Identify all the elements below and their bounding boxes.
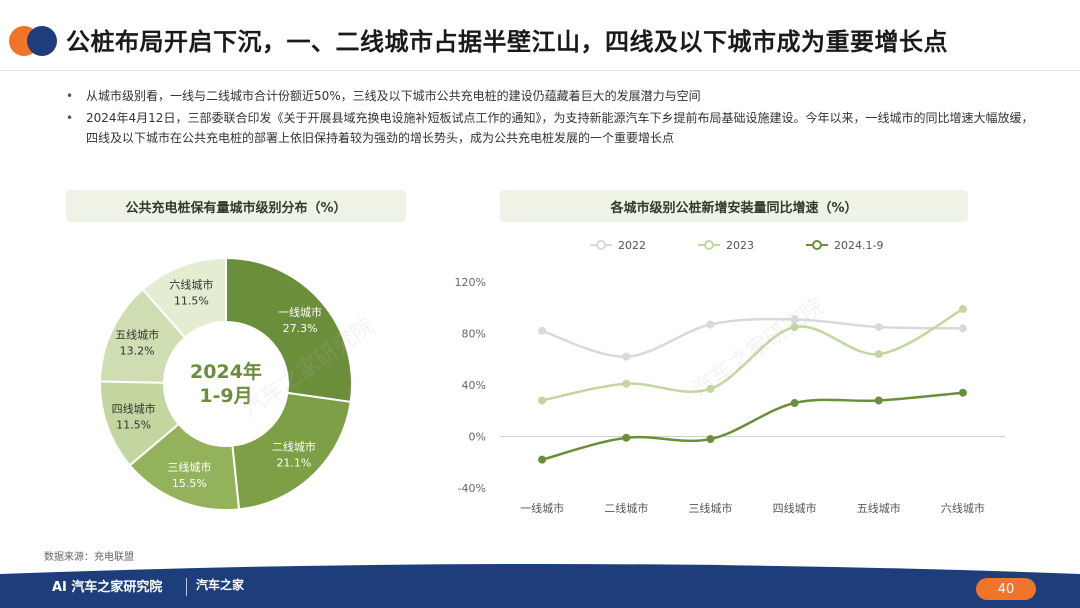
- title-divider: [0, 70, 1080, 71]
- title-bar: 公桩布局开启下沉，一、二线城市占据半壁江山，四线及以下城市成为重要增长点: [0, 0, 1080, 80]
- donut-center-label: 2024年: [190, 360, 262, 383]
- legend-label: 2024.1-9: [834, 239, 883, 252]
- data-point: [622, 433, 631, 442]
- series-line: [541, 317, 963, 358]
- data-point: [958, 324, 967, 333]
- y-tick-label: 120%: [455, 276, 486, 289]
- brand-dots-icon: [9, 26, 57, 56]
- legend-label: 2023: [726, 239, 754, 252]
- series-line: [541, 391, 964, 461]
- slice-category-label: 五线城市: [115, 328, 159, 342]
- data-point: [790, 399, 799, 408]
- slice-category-label: 四线城市: [112, 402, 156, 416]
- data-point: [538, 396, 547, 405]
- data-point: [958, 388, 967, 397]
- y-tick-label: -40%: [458, 482, 486, 495]
- x-tick-label: 二线城市: [604, 501, 648, 515]
- slice-value-label: 11.5%: [174, 294, 209, 307]
- data-point: [958, 305, 967, 314]
- footer-brand-logo: AI 汽车之家研究院: [52, 580, 163, 595]
- data-point: [706, 384, 715, 393]
- bullet-item: 2024年4月12日，三部委联合印发《关于开展县域充换电设施补短板试点工作的通知…: [64, 108, 1044, 148]
- footer-brand-name: 汽车之家: [196, 578, 245, 592]
- slice-value-label: 27.3%: [283, 322, 318, 335]
- data-point: [874, 350, 883, 359]
- data-point: [622, 379, 631, 388]
- slice-category-label: 六线城市: [169, 277, 213, 291]
- legend-marker: [596, 240, 606, 250]
- data-point: [790, 323, 799, 332]
- donut-slice: [231, 391, 352, 511]
- y-tick-label: 80%: [462, 328, 486, 341]
- x-tick-label: 三线城市: [688, 501, 732, 515]
- bullet-item: 从城市级别看，一线与二线城市合计份额近50%，三线及以下城市公共充电桩的建设仍蕴…: [64, 86, 1044, 106]
- data-point: [790, 315, 799, 324]
- page-number-badge: 40: [976, 578, 1036, 600]
- slice-category-label: 三线城市: [167, 460, 211, 474]
- slice-value-label: 15.5%: [172, 477, 207, 490]
- donut-slice: [141, 256, 227, 339]
- bullet-list: 从城市级别看，一线与二线城市合计份额近50%，三线及以下城市公共充电桩的建设仍蕴…: [64, 86, 1044, 150]
- slice-value-label: 13.2%: [120, 345, 155, 358]
- data-point: [538, 455, 547, 464]
- donut-chart: 一线城市 27.3% 二线城市 21.1% 三线城市 15.5% 四线城市 11.5% 五线城市…: [99, 256, 353, 511]
- x-tick-label: 六线城市: [941, 501, 985, 515]
- donut-chart-title: 公共充电桩保有量城市级别分布（%）: [66, 190, 406, 222]
- series-line: [541, 307, 964, 402]
- y-tick-label: 0%: [469, 431, 486, 444]
- data-point: [622, 352, 631, 361]
- x-tick-label: 五线城市: [857, 501, 901, 515]
- page-title: 公桩布局开启下沉，一、二线城市占据半壁江山，四线及以下城市成为重要增长点: [66, 28, 948, 56]
- data-source: 数据来源：充电联盟: [44, 552, 134, 563]
- slice-value-label: 21.1%: [276, 457, 311, 470]
- slice-category-label: 一线城市: [278, 305, 322, 319]
- slice-category-label: 二线城市: [272, 440, 316, 454]
- line-chart: -40% 0% 40% 80% 120% 一线城市 二线城市 三线城市 四线城市 五线城市 六线城市…: [455, 239, 1005, 515]
- x-tick-label: 一线城市: [520, 501, 564, 515]
- donut-center-label: 1-9月: [199, 385, 252, 407]
- line-chart-title: 各城市级别公桩新增安装量同比增速（%）: [500, 190, 968, 222]
- y-tick-label: 40%: [462, 379, 486, 392]
- data-point: [706, 435, 715, 444]
- data-point: [874, 323, 883, 332]
- footer-divider: [186, 578, 187, 596]
- donut-slice: [225, 256, 353, 404]
- legend-marker: [704, 240, 714, 250]
- data-point: [706, 320, 715, 329]
- legend-marker: [812, 240, 822, 250]
- slice-value-label: 11.5%: [116, 419, 151, 432]
- data-point: [874, 396, 883, 405]
- footer-wave: [0, 564, 1080, 608]
- legend-label: 2022: [618, 239, 646, 252]
- x-tick-label: 四线城市: [773, 501, 817, 515]
- data-point: [538, 326, 547, 335]
